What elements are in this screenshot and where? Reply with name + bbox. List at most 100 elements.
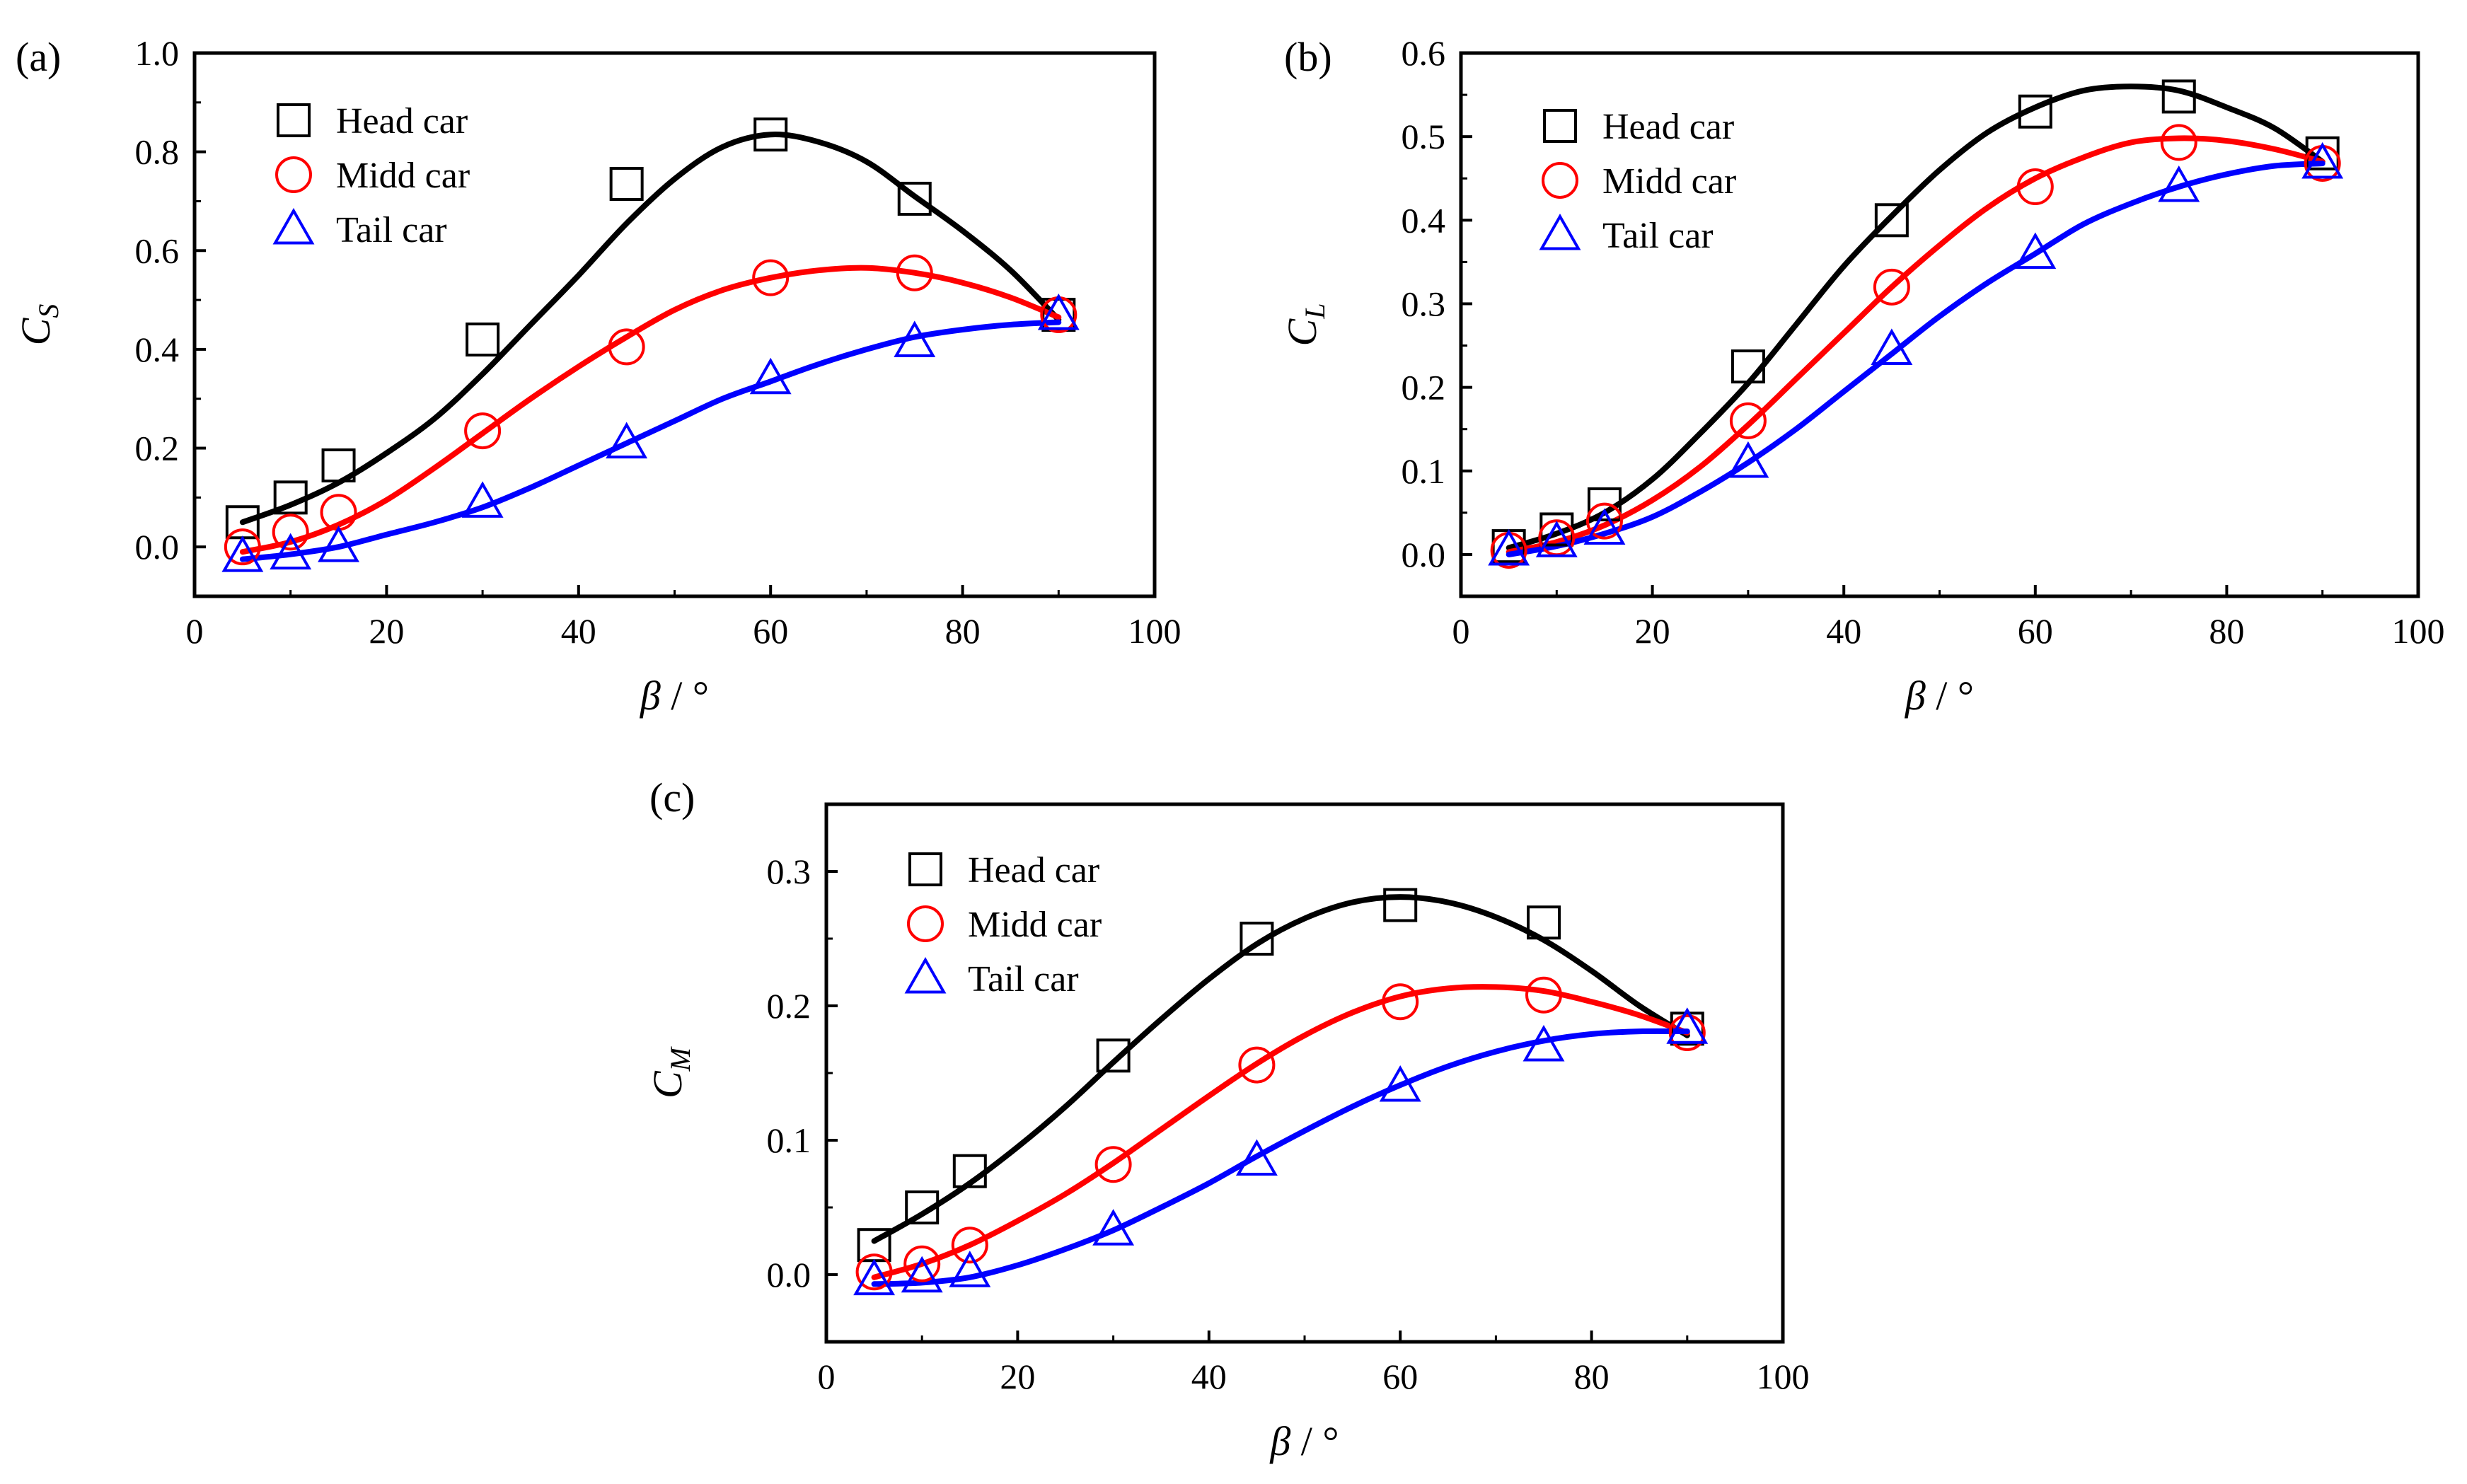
tail-data-point — [606, 422, 648, 459]
tail-data-point — [1523, 1024, 1565, 1062]
x-tick-label: 60 — [2018, 611, 2053, 651]
head-data-point — [1731, 349, 1765, 384]
legend-label-tail: Tail car — [1602, 216, 1714, 256]
y-tick-label: 0.0 — [1402, 535, 1446, 574]
y-tick-label: 0.3 — [767, 852, 811, 891]
x-tick-label: 20 — [369, 611, 404, 651]
tail-data-point — [221, 535, 264, 572]
panel-b: (b) 0 20 40 60 80 100 0.0 0.1 0.2 0.3 0.4 0.5 0.6 β / … — [1279, 33, 2445, 719]
x-tick-label: 20 — [1635, 611, 1670, 651]
tail-data-point — [1727, 441, 1769, 478]
midd-data-point — [224, 528, 261, 566]
legend-label-head: Head car — [1602, 107, 1734, 147]
head-data-point — [273, 480, 308, 515]
midd-data-point — [951, 1227, 988, 1264]
y-axis-title: CM — [645, 1045, 696, 1098]
tail-data-point — [1092, 1209, 1135, 1246]
tail-data-point — [2301, 141, 2344, 179]
y-tick-label: 0.3 — [1402, 284, 1446, 323]
x-tick-label: 80 — [945, 611, 981, 651]
head-data-point — [609, 167, 644, 202]
head-data-point — [905, 1190, 940, 1224]
y-tick-label: 0.6 — [1402, 33, 1446, 73]
legend-label-midd: Midd car — [1602, 161, 1736, 202]
x-tick-label: 0 — [186, 611, 204, 651]
legend-label-head: Head car — [336, 101, 468, 141]
midd-data-point — [752, 259, 790, 296]
head-data-point — [1383, 888, 1418, 922]
midd-data-point — [1585, 502, 1623, 540]
head-fit-line — [871, 894, 1690, 1244]
midd-data-point — [272, 514, 309, 551]
x-tick-label: 60 — [753, 611, 788, 651]
head-data-point — [2018, 94, 2052, 129]
midd-fit-line — [1506, 135, 2326, 555]
head-data-point — [952, 1154, 987, 1188]
midd-data-point — [1382, 983, 1419, 1021]
midd-data-point — [1729, 402, 1767, 439]
head-data-point — [1096, 1038, 1131, 1073]
x-axis-title: β / ° — [1905, 673, 1974, 719]
tail-data-point — [1379, 1065, 1421, 1102]
panel-label: (b) — [1284, 34, 1332, 80]
tail-data-point — [1037, 294, 1080, 330]
midd-data-point — [1525, 976, 1562, 1014]
y-tick-label: 0.2 — [135, 429, 180, 468]
y-tick-label: 0.2 — [767, 986, 811, 1026]
head-data-point — [2161, 79, 2196, 114]
x-axis-title: β / ° — [640, 673, 709, 719]
head-data-point — [1874, 203, 1909, 238]
midd-fit-line — [871, 984, 1690, 1280]
midd-data-point — [1094, 1146, 1132, 1183]
tail-data-point — [270, 533, 312, 570]
tail-data-point — [1583, 508, 1626, 545]
x-tick-label: 80 — [2209, 611, 2244, 651]
head-data-point — [753, 117, 788, 152]
x-tick-label: 60 — [1382, 1357, 1418, 1396]
x-tick-label: 100 — [1128, 611, 1181, 651]
y-tick-label: 0.1 — [767, 1120, 811, 1160]
midd-data-point — [896, 254, 933, 291]
tail-data-point — [894, 320, 936, 357]
legend-label-midd: Midd car — [968, 905, 1102, 945]
y-tick-label: 0.2 — [1402, 368, 1446, 407]
x-tick-label: 40 — [1826, 611, 1861, 651]
panel-a: (a) 0 20 40 60 80 100 0.0 0.2 0.4 0.6 0.8 1.0 β / ° CS… — [13, 33, 1181, 719]
x-tick-label: 80 — [1574, 1357, 1610, 1396]
tail-data-point — [1871, 328, 1913, 365]
panel-label: (c) — [649, 775, 695, 821]
head-data-point — [2305, 136, 2340, 170]
legend-label-midd: Midd car — [336, 156, 470, 196]
legend-marker-head — [277, 103, 311, 137]
x-tick-label: 40 — [561, 611, 596, 651]
tail-data-point — [2014, 232, 2057, 269]
tail-fit-line — [1506, 161, 2326, 557]
y-tick-label: 0.4 — [135, 330, 180, 369]
tail-fit-line — [239, 319, 1062, 562]
midd-data-point — [1668, 1014, 1706, 1051]
tail-data-point — [2158, 166, 2200, 202]
tail-data-point — [1235, 1139, 1278, 1176]
legend-label-tail: Tail car — [968, 959, 1079, 999]
panel-label: (a) — [16, 34, 61, 80]
midd-data-point — [464, 412, 502, 450]
tail-data-point — [1666, 1007, 1709, 1044]
x-tick-label: 20 — [1000, 1357, 1035, 1396]
legend-marker-midd — [1542, 162, 1578, 199]
midd-data-point — [2016, 168, 2054, 206]
y-axis-title: CL — [1279, 303, 1331, 347]
legend-marker-head — [908, 852, 942, 886]
x-tick-label: 0 — [1452, 611, 1470, 651]
legend-marker-midd — [907, 905, 944, 942]
legend-marker-midd — [275, 156, 312, 193]
head-data-point — [897, 181, 932, 216]
x-tick-label: 100 — [2392, 611, 2445, 651]
tail-data-point — [1488, 528, 1530, 566]
y-tick-label: 0.5 — [1402, 117, 1446, 156]
y-tick-label: 0.0 — [135, 527, 180, 567]
head-fit-line — [239, 132, 1062, 526]
head-fit-line — [1506, 83, 2326, 551]
tail-data-point — [749, 357, 792, 395]
y-tick-label: 0.6 — [135, 231, 180, 270]
